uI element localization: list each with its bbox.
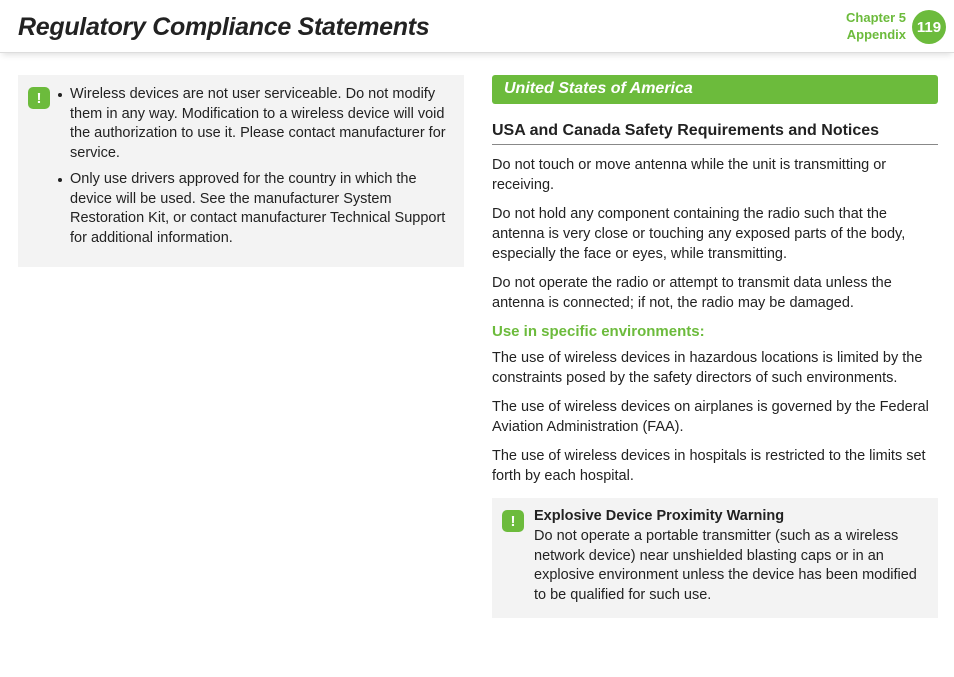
warning-body: Explosive Device Proximity Warning Do no… <box>534 508 926 606</box>
caution-row: ! Wireless devices are not user servicea… <box>28 85 450 255</box>
list-item: Wireless devices are not user serviceabl… <box>58 85 450 164</box>
warning-row: ! Explosive Device Proximity Warning Do … <box>502 508 926 606</box>
list-item: Only use drivers approved for the countr… <box>58 170 450 249</box>
caution-list: Wireless devices are not user serviceabl… <box>58 85 450 255</box>
page-title: Regulatory Compliance Statements <box>18 13 846 42</box>
chapter-meta: Chapter 5 Appendix <box>846 10 906 44</box>
bullet-icon <box>58 178 62 182</box>
body-paragraph: The use of wireless devices in hazardous… <box>492 348 938 388</box>
body-paragraph: The use of wireless devices on airplanes… <box>492 397 938 437</box>
body-paragraph: The use of wireless devices in hospitals… <box>492 446 938 486</box>
warning-text: Do not operate a portable transmitter (s… <box>534 527 926 606</box>
warning-title: Explosive Device Proximity Warning <box>534 508 926 524</box>
environments-heading: Use in specific environments: <box>492 323 938 340</box>
subheading: USA and Canada Safety Requirements and N… <box>492 122 938 145</box>
chapter-line-1: Chapter 5 <box>846 10 906 27</box>
left-column: ! Wireless devices are not user servicea… <box>18 75 464 618</box>
right-column: United States of America USA and Canada … <box>492 75 938 618</box>
page-number-badge: 119 <box>912 10 946 44</box>
alert-icon: ! <box>28 87 50 109</box>
body-paragraph: Do not touch or move antenna while the u… <box>492 155 938 195</box>
chapter-line-2: Appendix <box>846 27 906 44</box>
body-paragraph: Do not operate the radio or attempt to t… <box>492 273 938 313</box>
bullet-icon <box>58 93 62 97</box>
section-title-bar: United States of America <box>492 75 938 104</box>
warning-box: ! Explosive Device Proximity Warning Do … <box>492 498 938 618</box>
page-header: Regulatory Compliance Statements Chapter… <box>0 0 954 53</box>
list-item-text: Wireless devices are not user serviceabl… <box>70 85 450 164</box>
alert-icon: ! <box>502 510 524 532</box>
list-item-text: Only use drivers approved for the countr… <box>70 170 450 249</box>
body-paragraph: Do not hold any component containing the… <box>492 204 938 264</box>
content-columns: ! Wireless devices are not user servicea… <box>0 53 954 618</box>
caution-box: ! Wireless devices are not user servicea… <box>18 75 464 267</box>
